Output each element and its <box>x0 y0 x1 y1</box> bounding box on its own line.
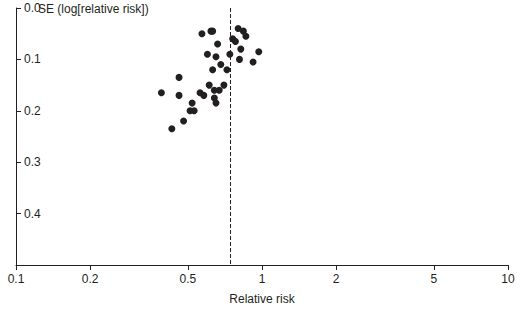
svg-text:0.3: 0.3 <box>24 155 41 169</box>
svg-text:0.0: 0.0 <box>24 1 41 15</box>
svg-text:0.5: 0.5 <box>180 272 197 286</box>
svg-text:10: 10 <box>501 272 515 286</box>
svg-text:1: 1 <box>259 272 266 286</box>
svg-text:0.4: 0.4 <box>24 207 41 221</box>
svg-text:0.2: 0.2 <box>24 104 41 118</box>
svg-text:0.2: 0.2 <box>82 272 99 286</box>
svg-text:Relative risk: Relative risk <box>229 292 295 306</box>
svg-text:0.1: 0.1 <box>24 52 41 66</box>
svg-text:0.1: 0.1 <box>8 272 25 286</box>
svg-text:SE (log[relative risk]): SE (log[relative risk]) <box>38 2 149 16</box>
svg-text:2: 2 <box>333 272 340 286</box>
svg-text:5: 5 <box>431 272 438 286</box>
